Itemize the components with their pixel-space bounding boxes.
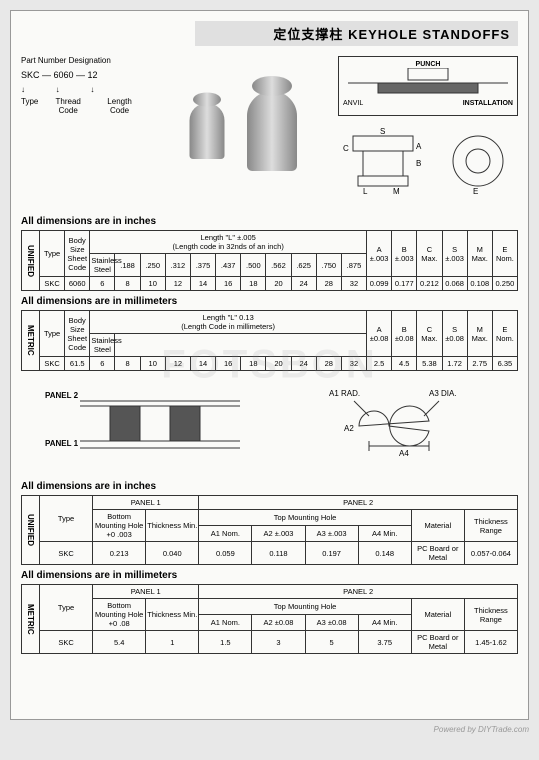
standoff-photo-2 <box>247 91 297 171</box>
part-number-designation: Part Number Designation SKC — 6060 — 12 … <box>21 56 141 206</box>
standoff-photo-1 <box>190 103 225 159</box>
table4-caption: All dimensions are in millimeters <box>21 570 518 581</box>
punch-label: PUNCH <box>343 61 513 68</box>
top-area: Part Number Designation SKC — 6060 — 12 … <box>21 56 518 206</box>
label-thread: Thread Code <box>46 97 90 115</box>
part-number-labels: Type Thread Code Length Code <box>21 97 141 115</box>
diagram-area: PUNCH ANVIL INSTALLATION C S AB L M E <box>338 56 518 206</box>
title-cn: 定位支撑柱 <box>273 27 343 42</box>
part-number-arrows: ↓ ↓ ↓ <box>21 85 141 94</box>
table1-caption: All dimensions are in inches <box>21 216 518 227</box>
part-number-example: SKC — 6060 — 12 <box>21 70 141 80</box>
unified-label-1: UNIFIED <box>22 231 40 291</box>
svg-text:C: C <box>343 144 349 153</box>
label-length: Length Code <box>98 97 141 115</box>
installation-diagram: PUNCH ANVIL INSTALLATION <box>338 56 518 116</box>
table-mm-1: METRIC Type Body Size Sheet Code Length … <box>21 310 518 371</box>
table1-row-data: SKC6060681012141618202428320.0990.1770.2… <box>22 277 518 291</box>
svg-text:A1 RAD.: A1 RAD. <box>329 389 360 398</box>
table-inches-2: UNIFIED Type PANEL 1 PANEL 2 Bottom Moun… <box>21 495 518 565</box>
datasheet-page: FOTSBON 定位支撑柱 KEYHOLE STANDOFFS Part Num… <box>10 10 529 720</box>
unified-label-2: UNIFIED <box>22 496 40 565</box>
svg-text:PANEL 1: PANEL 1 <box>45 439 79 448</box>
table-mm-2: METRIC Type PANEL 1 PANEL 2 Bottom Mount… <box>21 584 518 654</box>
product-photo-area <box>151 56 328 206</box>
anvil-label: ANVIL <box>343 100 363 107</box>
title-bar: 定位支撑柱 KEYHOLE STANDOFFS <box>195 21 518 46</box>
install-svg <box>348 68 508 98</box>
table3-caption: All dimensions are in inches <box>21 481 518 492</box>
svg-text:L: L <box>363 187 368 196</box>
table2-caption: All dimensions are in millimeters <box>21 296 518 307</box>
metric-label-1: METRIC <box>22 311 40 371</box>
svg-text:A3 DIA.: A3 DIA. <box>429 389 457 398</box>
svg-text:M: M <box>393 187 400 196</box>
table-inches-1: UNIFIED Type Body Size Sheet Code Length… <box>21 230 518 291</box>
table3-row-data: SKC0.2130.0400.0590.1180.1970.148PC Boar… <box>22 542 518 565</box>
svg-text:E: E <box>473 187 478 196</box>
svg-text:A: A <box>416 142 422 151</box>
table4-row-data: SKC5.411.5353.75PC Board or Metal1.45-1.… <box>22 631 518 654</box>
title-en: KEYHOLE STANDOFFS <box>348 27 510 42</box>
footer-credit: Powered by DIYTrade.com <box>10 725 529 734</box>
svg-text:S: S <box>380 127 385 136</box>
metric-label-2: METRIC <box>22 585 40 654</box>
svg-text:PANEL 2: PANEL 2 <box>45 391 79 400</box>
svg-text:B: B <box>416 159 421 168</box>
svg-text:A2: A2 <box>344 424 354 433</box>
keyhole-diagram: A1 RAD. A3 DIA. A2 A4 <box>299 386 499 466</box>
table2-row-data: SKC61.5681012141618202428322.54.55.381.7… <box>22 357 518 371</box>
panel-side-diagram: PANEL 2 PANEL 1 <box>40 386 240 466</box>
dimension-diagram: C S AB L M E <box>338 126 518 196</box>
svg-text:A4: A4 <box>399 449 409 458</box>
dim-svg: C S AB L M E <box>338 126 513 196</box>
installation-label: INSTALLATION <box>463 100 513 107</box>
panel-diagrams: PANEL 2 PANEL 1 A1 RAD. A3 DIA. A2 A4 <box>21 381 518 471</box>
part-number-heading: Part Number Designation <box>21 56 141 65</box>
label-type: Type <box>21 97 38 115</box>
